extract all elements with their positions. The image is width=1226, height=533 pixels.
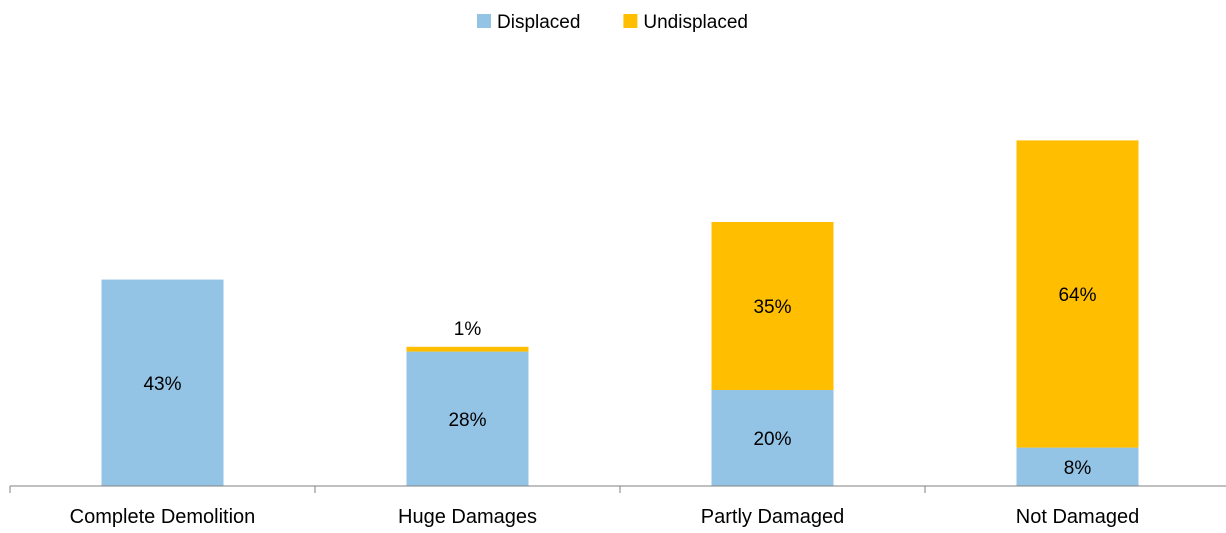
data-label-displaced-huge-damages: 28%	[448, 410, 486, 431]
legend-swatch-undisplaced	[623, 14, 638, 28]
x-tick-label-partly-damaged: Partly Damaged	[701, 506, 844, 528]
legend-swatch-displaced	[477, 14, 491, 28]
data-label-undisplaced-huge-damages: 1%	[454, 319, 482, 340]
legend-label-displaced: Displaced	[497, 12, 580, 33]
bar-displaced-not-damaged	[1016, 447, 1139, 486]
data-label-undisplaced-partly-damaged: 35%	[753, 297, 791, 318]
data-label-displaced-complete-demolition: 43%	[143, 374, 181, 395]
bar-displaced-complete-demolition	[101, 279, 224, 486]
data-label-displaced-not-damaged: 8%	[1064, 458, 1092, 479]
bars: 43% 28% 1% 20% 35% 8% 64%	[101, 140, 1139, 486]
legend-label-undisplaced: Undisplaced	[643, 12, 748, 33]
data-label-displaced-partly-damaged: 20%	[753, 429, 791, 450]
bar-displaced-huge-damages	[406, 351, 529, 486]
bar-undisplaced-partly-damaged	[711, 222, 834, 390]
bar-displaced-partly-damaged	[711, 390, 834, 486]
bar-undisplaced-huge-damages	[406, 346, 529, 352]
legend: Displaced Undisplaced	[477, 12, 748, 33]
x-tick-label-huge-damages: Huge Damages	[398, 506, 537, 528]
x-tick-label-not-damaged: Not Damaged	[1016, 506, 1139, 528]
x-axis: Complete Demolition Huge Damages Partly Da…	[9, 485, 1226, 528]
x-tick-label-complete-demolition: Complete Demolition	[70, 506, 256, 528]
data-label-undisplaced-not-damaged: 64%	[1058, 285, 1096, 306]
bar-undisplaced-not-damaged	[1016, 140, 1139, 448]
